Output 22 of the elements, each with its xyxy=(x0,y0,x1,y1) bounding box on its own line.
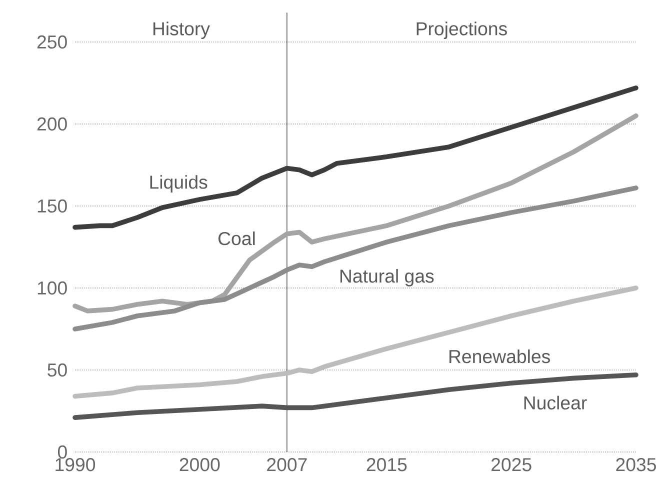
line-series xyxy=(72,372,638,420)
series-label: Natural gas xyxy=(340,269,434,286)
x-tick-label: 2000 xyxy=(180,458,220,472)
x-tick-label: 2007 xyxy=(267,458,307,472)
series-label: Coal xyxy=(218,231,255,246)
x-tick-label: 2035 xyxy=(616,458,656,472)
y-tick-label: 250 xyxy=(37,35,67,49)
y-tick-label: 50 xyxy=(48,363,67,377)
line-series xyxy=(72,113,638,314)
y-tick-label: 200 xyxy=(37,117,67,131)
x-tick-label: 2025 xyxy=(492,458,532,472)
series-label: Nuclear xyxy=(524,396,587,410)
series-label: Liquids xyxy=(150,175,208,192)
series-label: Renewables xyxy=(449,349,550,364)
y-tick-label: 150 xyxy=(38,199,67,213)
text: History xyxy=(153,22,210,40)
y-tick-label: 0 xyxy=(58,445,67,459)
x-tick-label: 1990 xyxy=(56,458,96,472)
text: Projections xyxy=(416,22,507,40)
y-tick-label: 100 xyxy=(38,281,67,295)
line-series xyxy=(72,86,638,230)
x-tick-label: 2015 xyxy=(366,458,407,472)
